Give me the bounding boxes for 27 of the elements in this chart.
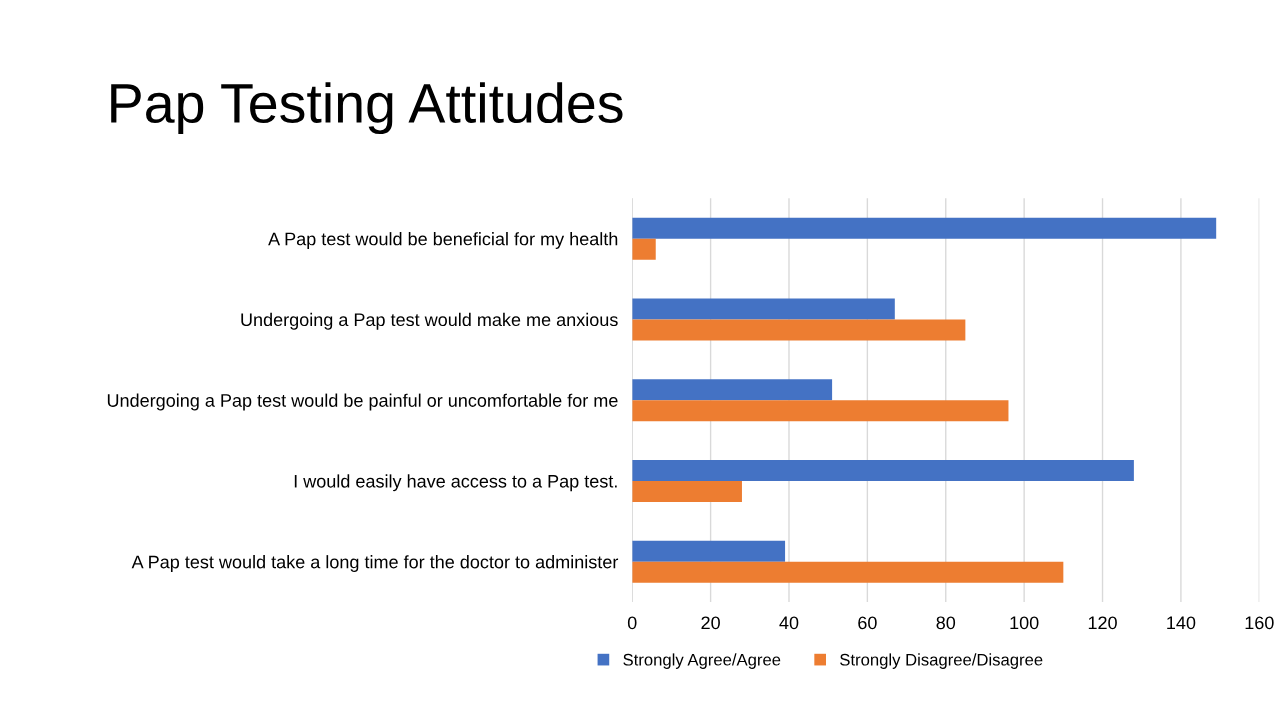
x-tick-label: 40 [779, 616, 799, 630]
bar [632, 561, 1064, 583]
bar [632, 319, 966, 341]
y-tick-label: Undergoing a Pap test would be painful or uncomfortable for me [107, 393, 618, 411]
y-tick-label: A Pap test would take a long time for the doctor to administer [131, 555, 619, 572]
x-tick-label: 80 [936, 616, 956, 630]
x-tick-label: 100 [1010, 616, 1039, 630]
x-tick-label: 120 [1088, 616, 1117, 630]
x-tick-label: 140 [1167, 616, 1196, 630]
x-tick-label: 0 [627, 616, 637, 630]
y-tick-label: A Pap test would be beneficial for my health [268, 232, 618, 249]
y-tick-label: I would easily have access to a Pap test. [294, 474, 617, 492]
bar [632, 238, 656, 260]
x-tick-label: 20 [701, 616, 720, 630]
y-tick-label: Undergoing a Pap test would make me anxious [241, 312, 618, 330]
legend-label: Strongly Disagree/Disagree [840, 653, 1043, 669]
legend-label: Strongly Agree/Agree [623, 653, 781, 669]
bar [632, 540, 786, 562]
bar [632, 298, 895, 320]
bar [632, 459, 1134, 481]
x-tick-label: 60 [858, 616, 877, 630]
x-tick-label: 160 [1245, 616, 1274, 630]
chart-title: Pap Testing Attitudes [111, 82, 623, 135]
bar [632, 400, 1009, 422]
bar [632, 217, 1217, 239]
bar [632, 379, 833, 401]
bar [632, 480, 742, 502]
